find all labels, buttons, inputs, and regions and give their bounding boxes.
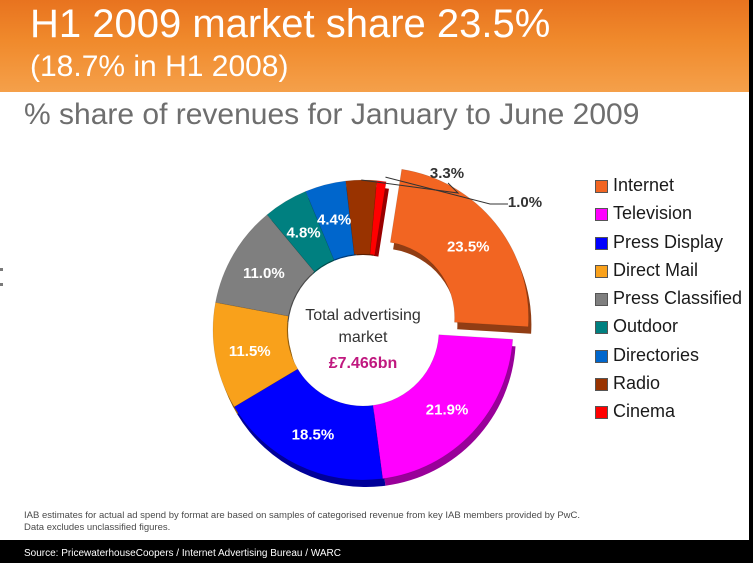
leader-line [385, 176, 508, 205]
donut-chart: 23.5% 21.9% 18.5% 11.5% 11.0% 4.8%4.4% 3.3% 1.0… [212, 165, 542, 487]
slice-press-display [233, 368, 383, 481]
source-note: Source: PricewaterhouseCoopers / Interne… [24, 548, 342, 559]
slice-radio [345, 179, 378, 255]
data-label: 4.8% [286, 225, 320, 242]
legend-swatch [595, 349, 608, 363]
slice-cinema [369, 180, 387, 256]
data-label: 18.5% [292, 427, 335, 444]
slice-television [372, 334, 514, 480]
data-label: 1.0% [508, 194, 542, 211]
data-label: 23.5% [447, 238, 490, 255]
edge-handle [0, 268, 3, 271]
legend-label: Internet [613, 175, 675, 195]
legend-swatch [595, 406, 608, 420]
leader-line [361, 179, 460, 194]
slice-directories [305, 180, 355, 261]
center-label: market [339, 329, 388, 346]
legend-label: Direct Mail [613, 259, 699, 280]
legend-label: Directories [613, 344, 700, 365]
slide-title-secondary: (18.7% in H1 2008) [30, 50, 289, 83]
data-label: 21.9% [426, 401, 469, 418]
title-banner: H1 2009 market share 23.5% (18.7% in H1 … [0, 0, 749, 92]
legend-label: Press Display [613, 231, 724, 252]
legend-label: Radio [613, 373, 661, 394]
legend-swatch [595, 180, 608, 193]
legend-label: Cinema [613, 401, 676, 422]
center-value: £7.466bn [329, 355, 397, 372]
legend-swatch [595, 236, 608, 250]
slide-title: H1 2009 market share 23.5% [30, 2, 551, 46]
slice-outdoor [266, 190, 335, 273]
legend-swatch [595, 293, 608, 307]
slice-press-classified [215, 214, 315, 317]
footnote-line: IAB estimates for actual ad spend by for… [24, 510, 581, 521]
data-label: 4.4% [317, 212, 351, 229]
slide-subtitle: % share of revenues for January to June … [24, 98, 640, 131]
data-label: 3.3% [430, 165, 464, 182]
legend-label: Press Classified [613, 288, 743, 309]
footnote: IAB estimates for actual ad spend by for… [24, 510, 724, 534]
legend-label: Outdoor [613, 316, 679, 337]
legend-swatch [595, 264, 608, 278]
edge-handle [0, 283, 3, 286]
data-label: 11.5% [229, 343, 271, 360]
legend-swatch [595, 321, 608, 335]
legend-swatch [595, 378, 608, 392]
legend-swatch [595, 208, 608, 222]
slice-direct-mail [212, 302, 299, 408]
donut-hole [288, 255, 438, 405]
slide: H1 2009 market share 23.5% (18.7% in H1 … [0, 0, 749, 540]
footnote-line: Data excludes unclassified figures. [24, 522, 171, 533]
legend-label: Television [613, 203, 693, 224]
slice-internet [389, 168, 529, 328]
center-label: Total advertising [305, 307, 421, 324]
data-label: 11.0% [243, 265, 285, 282]
slice-depth [372, 187, 389, 262]
